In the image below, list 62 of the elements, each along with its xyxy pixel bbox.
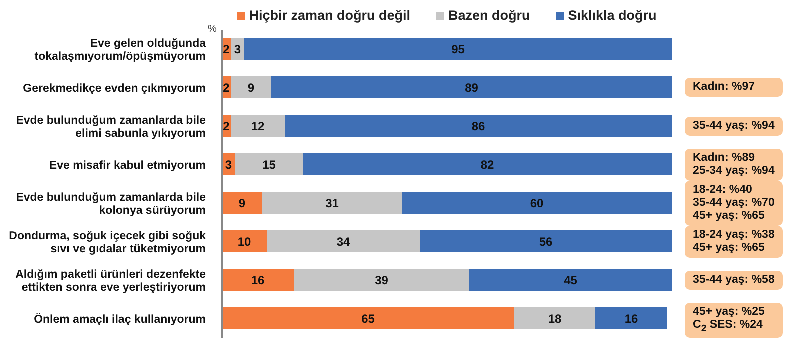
data-label: 60 — [530, 196, 544, 210]
bar — [222, 308, 514, 330]
bar — [231, 76, 272, 98]
callout-box: Kadın: %97 — [685, 78, 783, 98]
data-label: 56 — [539, 234, 553, 249]
bar — [231, 115, 285, 137]
bar — [222, 230, 267, 252]
data-label: 2 — [223, 80, 230, 95]
bar — [514, 308, 596, 330]
bar — [303, 154, 672, 176]
callout-box: 18-24: %40 35-44 yaş: %70 45+ yaş: %65 — [685, 180, 783, 226]
bar — [402, 192, 672, 214]
data-label: 9 — [238, 196, 246, 210]
data-label: 65 — [362, 312, 376, 326]
data-label: 16 — [251, 273, 265, 288]
legend-label: Hiçbir zaman doğru değil — [248, 8, 410, 23]
bar — [420, 230, 672, 252]
y-tick-label: Dondurma, soğuk içecek gibi soğuk sıvı ve gıdalar tüketmiyorum — [9, 230, 207, 256]
bar — [285, 115, 672, 137]
data-label: 31 — [326, 196, 340, 210]
data-label: 18 — [548, 312, 562, 326]
bar — [470, 269, 672, 291]
bar — [294, 269, 470, 291]
callout-box: 35-44 yaş: %94 — [685, 116, 783, 136]
y-tick-label: Eve gelen olduğunda tokalaşmıyorum/öpüşmüyorum — [34, 38, 207, 63]
data-label: 12 — [251, 119, 265, 134]
y-tick-label: Evde bulunduğum zamanlarda bile kolonya sürüyorum — [16, 192, 206, 217]
bar — [236, 154, 303, 176]
y-tick-label: Eve misafir kabul etmiyorum — [49, 160, 206, 172]
bar — [262, 192, 402, 214]
data-label: 95 — [452, 42, 466, 56]
data-label: 39 — [375, 273, 389, 288]
data-label: 82 — [480, 158, 494, 172]
bar — [222, 192, 262, 214]
bar — [272, 76, 672, 98]
data-label: 15 — [262, 158, 276, 172]
data-label: 16 — [624, 312, 638, 326]
data-label: 2 — [223, 42, 230, 56]
legend-label: Bazen doğru — [447, 8, 530, 23]
bar — [596, 308, 668, 330]
text: % — [208, 24, 217, 35]
data-label: 86 — [472, 119, 486, 134]
data-label: 9 — [248, 80, 255, 95]
bar — [222, 269, 294, 291]
y-tick-label: Evde bulunduğum zamanlarda bile elimi sabunla yıkıyorum — [16, 114, 206, 140]
y-tick-label: Aldığım paketli ürünleri dezenfekte ettikten sonra eve yerleştiriyorum — [16, 268, 206, 294]
data-label: 10 — [238, 234, 252, 249]
callout-box: 35-44 yaş: %58 — [685, 270, 783, 290]
data-label: 3 — [225, 158, 232, 172]
legend-label: Sıklıkla doğru — [567, 8, 657, 23]
data-label: 34 — [336, 234, 350, 249]
callout-box: 18-24 yaş: %38 45+ yaş: %65 — [685, 226, 783, 258]
callout-box: 45+ yaş: %25 C$_{2}$ SES: %24 — [685, 302, 783, 338]
callout-box: Kadın: %89 25-34 yaş: %94 — [685, 148, 783, 181]
y-tick-label: Önlem amaçlı ilaç kullanıyorum — [34, 312, 206, 326]
data-label: 2 — [223, 119, 230, 134]
data-label: 89 — [465, 80, 479, 95]
data-label: 45 — [564, 273, 578, 288]
bar — [267, 230, 420, 252]
data-label: 3 — [234, 42, 242, 56]
y-tick-label: Gerekmedikçe evden çıkmıyorum — [23, 82, 206, 95]
bar — [244, 38, 672, 60]
